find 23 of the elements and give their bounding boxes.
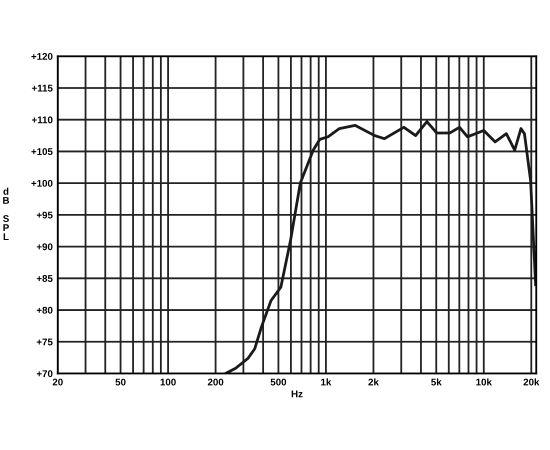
x-tick-label: 100	[160, 378, 176, 386]
y-tick-label: +80	[36, 306, 52, 314]
x-axis-title: Hz	[292, 390, 303, 398]
y-tick-label: +105	[31, 148, 53, 156]
y-tick-label: +70	[36, 370, 52, 378]
x-tick-label: 20	[52, 378, 63, 386]
x-tick-label: 500	[270, 378, 286, 386]
y-tick-label: +100	[31, 180, 52, 187]
y-tick-label: +85	[36, 275, 53, 282]
y-tick-label: +75	[36, 338, 53, 346]
y-tick-label: +95	[36, 212, 53, 218]
x-tick-label: 20k	[524, 378, 540, 386]
y-tick-label: +110	[32, 116, 52, 124]
y-tick-label: +120	[31, 52, 52, 60]
x-tick-label: 2k	[368, 378, 379, 386]
y-tick-label: +115	[32, 84, 53, 92]
x-tick-label: 1k	[321, 378, 332, 386]
y-tick-label: +90	[36, 243, 52, 250]
x-tick-label: 200	[208, 378, 224, 386]
x-tick-label: 5k	[431, 378, 442, 386]
x-tick-label: 50	[115, 378, 126, 386]
x-tick-label: 10k	[476, 378, 492, 386]
y-axis-title: dB SPL	[3, 188, 10, 240]
